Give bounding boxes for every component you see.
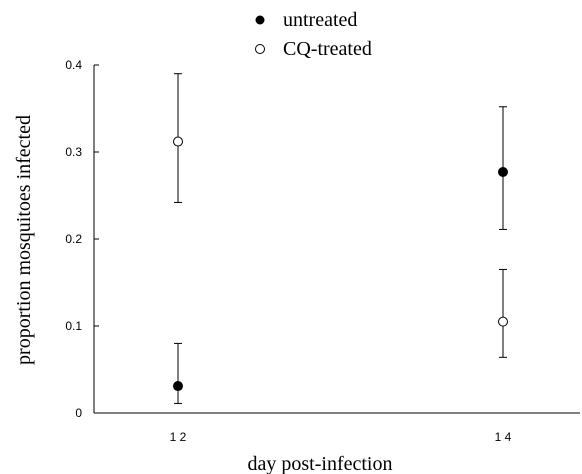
y-ticks: 0 0.1 0.2 0.3 0.4 <box>65 58 99 420</box>
legend-marker-cq-treated <box>255 44 265 54</box>
y-axis-label: proportion mosquitoes infected <box>13 115 35 365</box>
axes: 0 0.1 0.2 0.3 0.4 1 2 1 4 <box>65 58 580 444</box>
x-tick-label: 1 4 <box>495 430 512 444</box>
legend-label-untreated: untreated <box>283 9 357 31</box>
data-point-untreated <box>173 381 183 392</box>
data-point-cq-treated <box>173 136 183 147</box>
data-point-cq-treated <box>498 316 508 327</box>
y-tick-label: 0.2 <box>65 232 82 246</box>
x-axis-label: day post-infection <box>248 453 393 474</box>
x-tick-label: 1 2 <box>170 430 187 444</box>
data-point-untreated <box>498 167 508 178</box>
legend-marker-untreated <box>255 15 265 25</box>
plot-area <box>173 73 508 404</box>
legend-label-cq-treated: CQ-treated <box>283 38 372 60</box>
y-tick-label: 0.1 <box>65 319 82 333</box>
x-ticks: 1 2 1 4 <box>170 430 512 444</box>
y-tick-label: 0 <box>75 406 82 420</box>
y-tick-label: 0.4 <box>65 58 82 72</box>
y-tick-label: 0.3 <box>65 145 82 159</box>
legend: untreated CQ-treated <box>255 9 372 60</box>
